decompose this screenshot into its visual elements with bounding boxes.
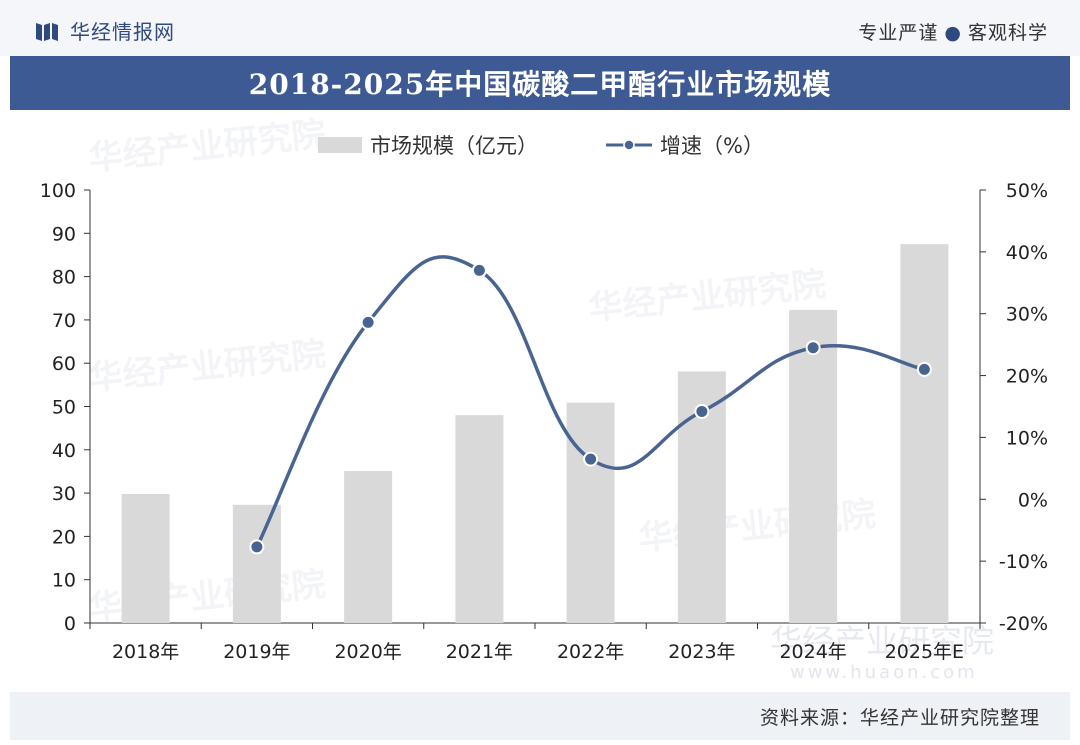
growth-point-0 bbox=[249, 539, 265, 555]
y-right-tick-label: 20% bbox=[1006, 366, 1048, 388]
growth-line-path bbox=[255, 255, 927, 549]
watermark-corner-text: 华经产业研究院 bbox=[770, 622, 994, 660]
bar-3 bbox=[455, 415, 504, 623]
y-left-tick-label: 80 bbox=[52, 267, 76, 289]
axes: 0 10 20 30 40 50 60 70 80 90 100 -20% -10% 0% 10% 20% 30… bbox=[40, 180, 1048, 663]
y-right-tick-label: -20% bbox=[999, 613, 1048, 635]
bar-2 bbox=[344, 471, 393, 623]
bar-4 bbox=[566, 402, 615, 623]
legend: 市场规模（亿元） 增速（%） bbox=[318, 134, 764, 158]
bar-7 bbox=[900, 244, 949, 623]
x-tick-label: 2019年 bbox=[223, 641, 290, 663]
growth-point-6 bbox=[916, 361, 932, 377]
brand-logo-icon bbox=[36, 23, 58, 41]
y-right-tick-label: 50% bbox=[1006, 180, 1048, 202]
x-tick-label: 2022年 bbox=[557, 641, 624, 663]
bars bbox=[121, 244, 949, 623]
growth-point-5 bbox=[805, 340, 821, 356]
y-right-tick-label: 40% bbox=[1006, 242, 1048, 264]
x-tick-label: 2020年 bbox=[334, 641, 401, 663]
footer-bar: 资料来源：华经产业研究院整理 bbox=[10, 692, 1070, 740]
y-left-tick-label: 30 bbox=[52, 483, 76, 505]
growth-point-1 bbox=[360, 314, 376, 330]
bar-0 bbox=[121, 493, 170, 623]
y-left-tick-label: 20 bbox=[52, 526, 76, 548]
legend-label-line: 增速（%） bbox=[660, 134, 764, 158]
y-left-tick-label: 0 bbox=[64, 613, 76, 635]
x-tick-label: 2018年 bbox=[112, 641, 179, 663]
watermark-url: www.huaon.com bbox=[790, 662, 978, 683]
header-bar: 华经情报网 专业严谨 ● 客观科学 bbox=[0, 0, 1080, 56]
growth-point-3 bbox=[583, 451, 599, 467]
x-tick-label: 2025年E bbox=[885, 641, 964, 663]
chart-title: 2018-2025年中国碳酸二甲酯行业市场规模 bbox=[248, 68, 832, 101]
growth-point-2 bbox=[471, 262, 487, 278]
y-right-tick-label: 30% bbox=[1006, 304, 1048, 326]
watermark-text: 华经产业研究院 bbox=[87, 114, 328, 179]
title-bar: 2018-2025年中国碳酸二甲酯行业市场规模 bbox=[10, 56, 1070, 110]
x-tick-label: 2023年 bbox=[668, 641, 735, 663]
growth-point-4 bbox=[694, 403, 710, 419]
y-right-tick-label: 0% bbox=[1018, 489, 1048, 511]
slogan: 专业严谨 ● 客观科学 bbox=[858, 18, 1048, 45]
legend-swatch-bar bbox=[318, 137, 362, 153]
growth-line bbox=[249, 255, 932, 555]
y-left-tick-label: 90 bbox=[52, 223, 76, 245]
brand-name: 华经情报网 bbox=[70, 20, 175, 44]
y-left-tick-label: 40 bbox=[52, 440, 76, 462]
bar-6 bbox=[789, 309, 838, 623]
y-left-tick-label: 50 bbox=[52, 397, 76, 419]
slogan-right: 客观科学 bbox=[967, 22, 1048, 44]
slogan-dot-icon: ● bbox=[944, 22, 962, 44]
y-left-tick-label: 60 bbox=[52, 353, 76, 375]
y-right-tick-label: 10% bbox=[1006, 427, 1048, 449]
watermark-text: 华经产业研究院 bbox=[637, 494, 878, 559]
watermarks: 华经产业研究院华经产业研究院华经产业研究院华经产业研究院华经产业研究院华经产业研… bbox=[87, 114, 994, 683]
watermark-text: 华经产业研究院 bbox=[87, 334, 328, 399]
chart: 华经产业研究院华经产业研究院华经产业研究院华经产业研究院华经产业研究院华经产业研… bbox=[40, 114, 1048, 683]
x-tick-label: 2021年 bbox=[446, 641, 513, 663]
slogan-left: 专业严谨 bbox=[858, 22, 939, 44]
legend-swatch-marker bbox=[623, 139, 635, 151]
y-left-tick-label: 100 bbox=[40, 180, 76, 202]
source-note: 资料来源：华经产业研究院整理 bbox=[759, 707, 1040, 729]
x-tick-label: 2024年 bbox=[779, 641, 846, 663]
y-right-tick-label: -10% bbox=[999, 551, 1048, 573]
y-left-tick-label: 70 bbox=[52, 310, 76, 332]
y-left-tick-label: 10 bbox=[52, 570, 76, 592]
legend-label-bar: 市场规模（亿元） bbox=[370, 134, 538, 158]
bar-1 bbox=[232, 504, 281, 623]
